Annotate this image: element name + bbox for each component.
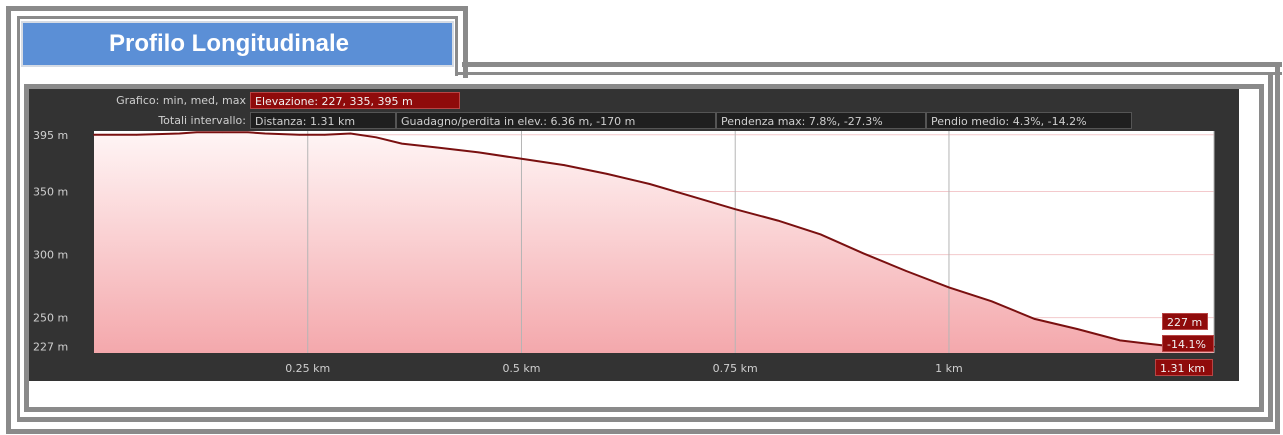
tab-frame xyxy=(6,6,468,78)
elevation-point xyxy=(1119,339,1121,342)
elevation-point xyxy=(264,132,266,135)
chart-summary-label: Grafico: min, med, max xyxy=(116,94,246,107)
elevation-point xyxy=(948,286,950,289)
y-tick-label: 300 m xyxy=(33,249,68,262)
elevation-point xyxy=(93,134,95,136)
elevation-point xyxy=(563,164,565,166)
panel-title-box: Profilo Longitudinale xyxy=(21,21,454,67)
elevation-point xyxy=(195,131,198,134)
elevation-point xyxy=(1076,328,1078,330)
elevation-point xyxy=(135,134,138,136)
elevation-point xyxy=(606,173,608,175)
elevation-point xyxy=(221,131,223,134)
x-tick-label: 1 km xyxy=(935,362,963,375)
max-slope-field: Pendenza max: 7.8%, -27.3% xyxy=(716,112,926,129)
outer-frame xyxy=(6,62,1280,434)
elevation-point xyxy=(247,131,249,134)
x-tick-label: 0.25 km xyxy=(285,362,330,375)
frame-top-line-inner xyxy=(456,72,1282,75)
elevation-point xyxy=(324,134,326,136)
elevation-point xyxy=(691,195,694,198)
y-tick-label: 350 m xyxy=(33,186,68,199)
elevation-point xyxy=(777,219,779,222)
elevation-point xyxy=(178,132,181,135)
gain-loss-field: Guadagno/perdita in elev.: 6.36 m, -170 … xyxy=(396,112,716,129)
vertical-gridlines xyxy=(307,131,1215,353)
y-tick-label: 250 m xyxy=(33,312,68,325)
elevation-point xyxy=(298,134,301,136)
elevation-point xyxy=(401,142,403,145)
elevation-point xyxy=(648,183,651,185)
end-slope-badge: -14.1% xyxy=(1162,335,1214,352)
elevation-summary-badge: Elevazione: 227, 335, 395 m xyxy=(250,92,460,109)
frame-top-line xyxy=(462,62,1282,67)
x-tick-label: 0.5 km xyxy=(502,362,540,375)
end-elevation-badge: 227 m xyxy=(1162,313,1208,330)
elevation-point xyxy=(862,252,865,255)
interval-totals-label: Totali intervallo: xyxy=(158,114,246,127)
y-tick-label: 227 m xyxy=(33,341,68,354)
panel-title: Profilo Longitudinale xyxy=(109,30,349,57)
x-axis-tick-labels: 0.25 km 0.5 km 0.75 km 1 km xyxy=(285,362,963,375)
elevation-point xyxy=(520,158,523,160)
avg-slope-field: Pendio medio: 4.3%, -14.2% xyxy=(926,112,1132,129)
elevation-point xyxy=(734,208,736,210)
x-tick-label: 0.75 km xyxy=(713,362,758,375)
end-distance-badge: 1.31 km xyxy=(1155,359,1213,376)
elevation-point xyxy=(435,146,437,149)
elevation-point xyxy=(375,136,377,139)
elevation-point xyxy=(477,151,480,154)
y-tick-label: 395 m xyxy=(33,129,68,142)
elevation-point xyxy=(349,132,352,135)
elevation-point xyxy=(905,270,907,272)
middle-frame xyxy=(17,72,1273,422)
distance-field: Distanza: 1.31 km xyxy=(250,112,396,129)
elevation-point xyxy=(1033,318,1036,320)
y-axis-tick-labels: 395 m 350 m 300 m 250 m 227 m xyxy=(33,129,68,354)
elevation-area xyxy=(94,132,1214,353)
elevation-point xyxy=(819,233,822,236)
tab-frame-inner xyxy=(17,16,458,76)
elevation-point xyxy=(990,300,993,303)
